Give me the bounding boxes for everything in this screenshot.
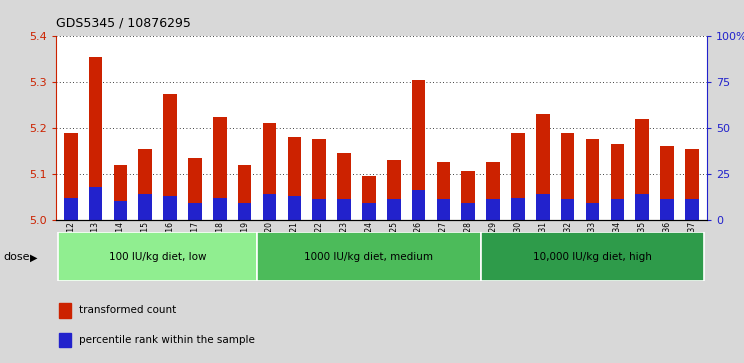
Bar: [685, 148, 699, 220]
Bar: [635, 119, 649, 220]
Bar: [685, 199, 699, 220]
Bar: [64, 197, 77, 220]
Text: dose: dose: [4, 252, 31, 262]
Bar: [238, 203, 251, 220]
Bar: [411, 190, 426, 220]
Bar: [586, 203, 600, 220]
Bar: [511, 132, 525, 220]
Bar: [461, 203, 475, 220]
Text: 100 IU/kg diet, low: 100 IU/kg diet, low: [109, 252, 206, 262]
Bar: [59, 303, 71, 318]
Bar: [561, 199, 574, 220]
Bar: [337, 153, 351, 220]
Bar: [213, 197, 227, 220]
Bar: [611, 144, 624, 220]
Text: GDS5345 / 10876295: GDS5345 / 10876295: [56, 16, 190, 29]
Text: 10,000 IU/kg diet, high: 10,000 IU/kg diet, high: [533, 252, 652, 262]
Bar: [263, 194, 276, 220]
Bar: [163, 196, 177, 220]
Bar: [114, 164, 127, 220]
Bar: [238, 164, 251, 220]
Text: percentile rank within the sample: percentile rank within the sample: [79, 335, 254, 345]
Bar: [437, 162, 450, 220]
Bar: [387, 199, 400, 220]
Bar: [536, 194, 550, 220]
Bar: [586, 139, 600, 220]
Bar: [58, 232, 257, 281]
Bar: [411, 80, 426, 220]
Bar: [511, 197, 525, 220]
Bar: [138, 148, 152, 220]
Bar: [287, 137, 301, 220]
Bar: [64, 132, 77, 220]
Bar: [387, 160, 400, 220]
Bar: [611, 199, 624, 220]
Bar: [660, 199, 674, 220]
Bar: [536, 114, 550, 220]
Bar: [337, 199, 351, 220]
Text: 1000 IU/kg diet, medium: 1000 IU/kg diet, medium: [304, 252, 433, 262]
Bar: [461, 171, 475, 220]
Bar: [213, 117, 227, 220]
Bar: [263, 123, 276, 220]
Bar: [59, 333, 71, 347]
Bar: [561, 132, 574, 220]
Bar: [487, 199, 500, 220]
Bar: [660, 146, 674, 220]
Bar: [257, 232, 481, 281]
Bar: [487, 162, 500, 220]
Bar: [89, 57, 103, 220]
Bar: [437, 199, 450, 220]
Bar: [188, 158, 202, 220]
Bar: [362, 203, 376, 220]
Text: transformed count: transformed count: [79, 305, 176, 315]
Bar: [362, 176, 376, 220]
Bar: [163, 94, 177, 220]
Bar: [188, 203, 202, 220]
Bar: [89, 187, 103, 220]
Bar: [287, 196, 301, 220]
Text: ▶: ▶: [30, 252, 37, 262]
Bar: [481, 232, 705, 281]
Bar: [114, 201, 127, 220]
Bar: [635, 194, 649, 220]
Bar: [312, 199, 326, 220]
Bar: [312, 139, 326, 220]
Bar: [138, 194, 152, 220]
